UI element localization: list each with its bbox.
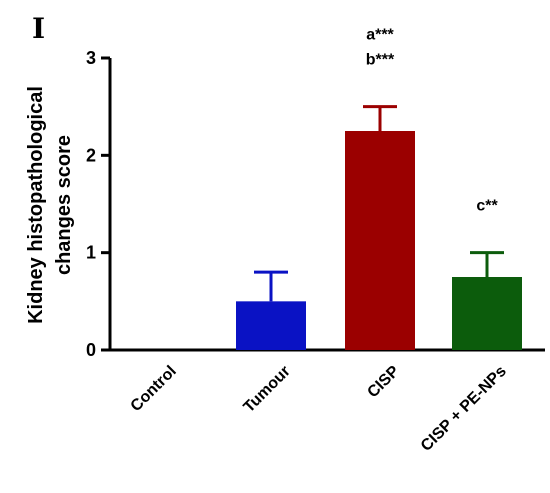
- x-tick-label: CISP: [364, 363, 403, 402]
- bar-cisp: [345, 131, 415, 350]
- bar-cisp-pe-nps: [452, 277, 522, 350]
- significance-annotation: c**: [476, 198, 498, 215]
- bar-tumour: [236, 301, 306, 350]
- significance-annotation: a***: [366, 27, 394, 44]
- y-tick-label: 3: [86, 48, 96, 68]
- x-tick-label: Tumour: [241, 363, 294, 416]
- y-tick-label: 2: [86, 145, 96, 165]
- panel-label: I: [32, 12, 45, 45]
- bars: [236, 131, 522, 350]
- y-tick-label: 0: [86, 340, 96, 360]
- y-axis-title-line: Kidney histopathological: [25, 86, 47, 324]
- x-tick-labels: Control Tumour CISP CISP + PE-NPs: [128, 363, 510, 455]
- y-axis-title-line: changes score: [53, 135, 75, 275]
- x-tick-label: CISP + PE-NPs: [418, 363, 510, 455]
- significance-annotation: b***: [366, 52, 395, 69]
- annotations: a*** b*** c**: [366, 27, 499, 215]
- x-tick-label: Control: [128, 363, 180, 415]
- y-axis-title: Kidney histopathological changes score: [25, 86, 75, 324]
- y-tick-label: 1: [86, 243, 96, 263]
- error-bars: [254, 105, 504, 302]
